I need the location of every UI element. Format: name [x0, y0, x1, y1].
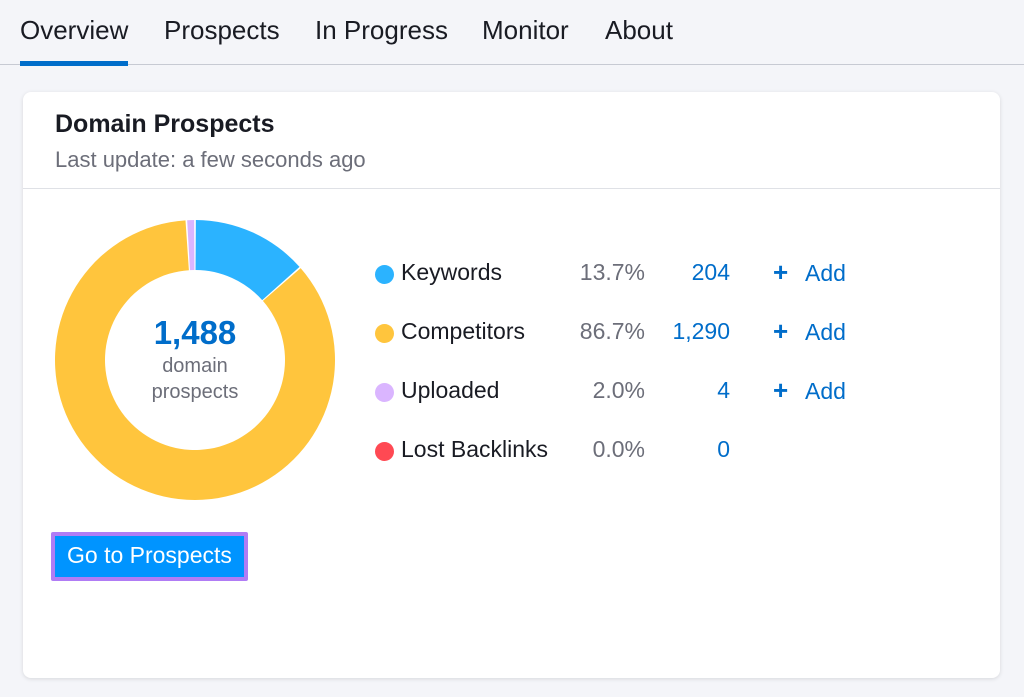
donut-slice-competitors: [55, 220, 335, 500]
legend-percent: 0.0%: [592, 436, 645, 462]
lost-backlinks-dot-icon: [375, 442, 394, 461]
donut-total: 1,488: [153, 314, 237, 351]
legend-row-competitors: Competitors 86.7% 1,290 + Add: [375, 318, 895, 348]
legend-label: Competitors: [401, 318, 525, 344]
go-to-prospects-focus-ring: Go to Prospects: [51, 532, 248, 581]
tab-monitor[interactable]: Monitor: [482, 15, 569, 45]
legend-count-link[interactable]: 204: [691, 259, 730, 285]
donut-slice-uploaded: [187, 220, 195, 271]
tab-in-progress[interactable]: In Progress: [315, 15, 448, 45]
donut-caption: domain prospects: [115, 353, 275, 405]
add-keywords-button[interactable]: + Add: [773, 259, 846, 287]
add-uploaded-button[interactable]: + Add: [773, 377, 846, 405]
uploaded-dot-icon: [375, 383, 394, 402]
competitors-dot-icon: [375, 324, 394, 343]
legend-label: Lost Backlinks: [401, 436, 549, 462]
add-label: Add: [805, 378, 846, 404]
go-to-prospects-button[interactable]: Go to Prospects: [55, 536, 244, 577]
legend-label: Keywords: [401, 259, 502, 285]
donut-slice-keywords: [195, 220, 300, 301]
donut-caption-line-1: domain: [162, 355, 228, 377]
card-title: Domain Prospects: [55, 110, 275, 138]
legend-count-link[interactable]: 1,290: [672, 318, 730, 344]
keywords-dot-icon: [375, 265, 394, 284]
tab-bar: Overview Prospects In Progress Monitor A…: [0, 0, 1024, 66]
legend-row-uploaded: Uploaded 2.0% 4 + Add: [375, 377, 895, 407]
add-competitors-button[interactable]: + Add: [773, 318, 846, 346]
tab-prospects[interactable]: Prospects: [164, 15, 280, 45]
donut-caption-line-2: prospects: [151, 381, 239, 403]
legend-label: Uploaded: [401, 377, 500, 403]
last-update-text: Last update: a few seconds ago: [55, 147, 366, 172]
legend-percent: 13.7%: [579, 259, 645, 285]
card-header: Domain Prospects Last update: a few seco…: [23, 92, 1000, 189]
legend-count-link[interactable]: 4: [717, 377, 730, 403]
legend-percent: 2.0%: [592, 377, 645, 403]
tab-about[interactable]: About: [605, 15, 673, 45]
legend-count-link[interactable]: 0: [717, 436, 730, 462]
tab-overview[interactable]: Overview: [20, 15, 129, 66]
domain-prospects-card: Domain Prospects Last update: a few seco…: [23, 92, 1000, 678]
add-label: Add: [805, 260, 846, 286]
prospects-donut-chart: [55, 220, 335, 500]
add-label: Add: [805, 319, 846, 345]
plus-icon: +: [773, 316, 789, 346]
legend-percent: 86.7%: [579, 318, 645, 344]
legend-row-keywords: Keywords 13.7% 204 + Add: [375, 259, 895, 289]
plus-icon: +: [773, 257, 789, 287]
plus-icon: +: [773, 375, 789, 405]
legend-row-lost-backlinks: Lost Backlinks 0.0% 0: [375, 436, 895, 466]
